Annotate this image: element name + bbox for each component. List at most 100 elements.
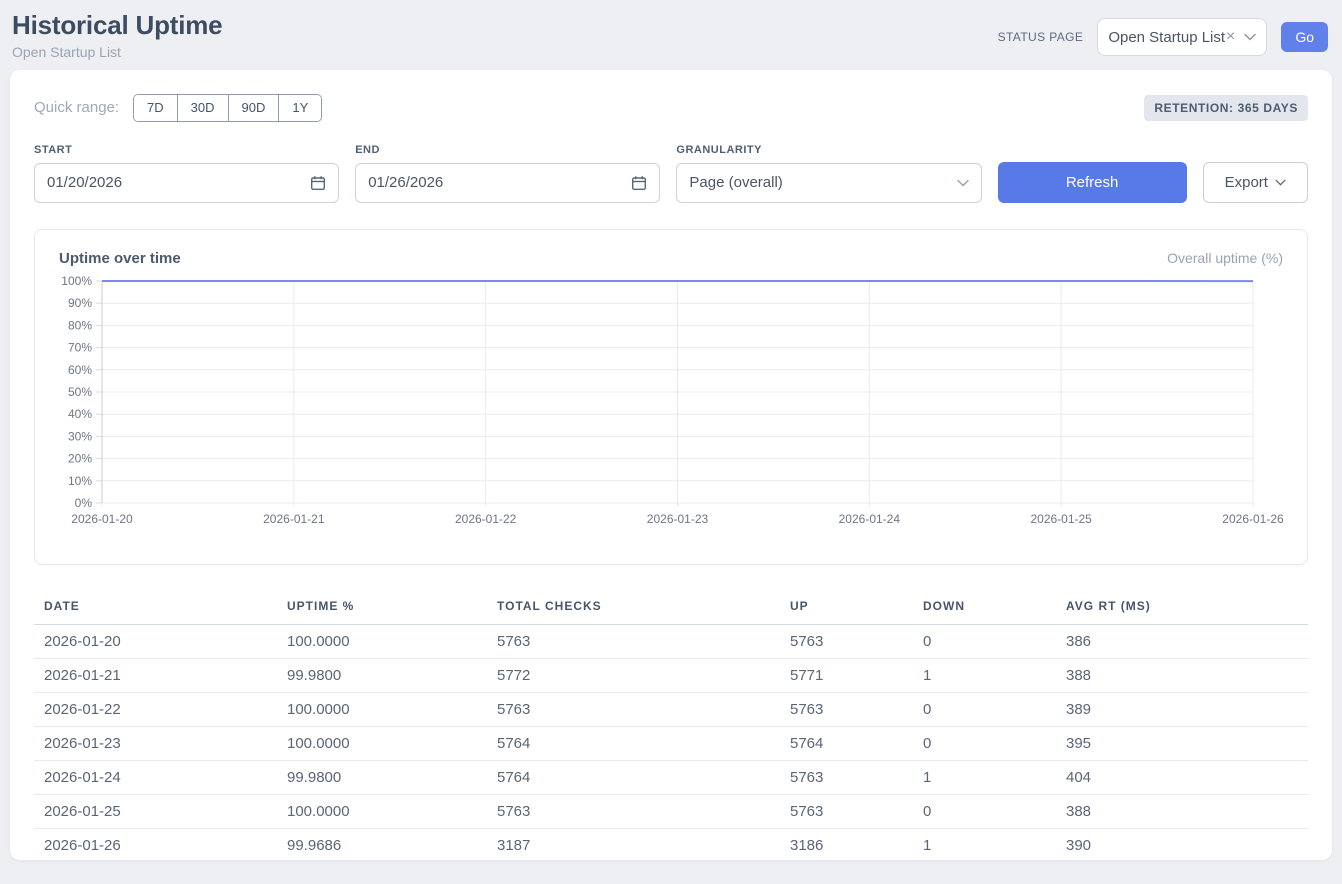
start-date-field: START 01/20/2026 xyxy=(34,143,340,203)
table-cell: 5763 xyxy=(487,624,780,659)
start-label: START xyxy=(34,143,73,156)
table-cell: 5763 xyxy=(780,624,913,659)
status-page-controls: STATUS PAGE Open Startup List × Go xyxy=(998,18,1328,56)
table-cell: 100.0000 xyxy=(277,726,487,761)
svg-text:2026-01-22: 2026-01-22 xyxy=(455,512,517,526)
table-cell: 0 xyxy=(913,624,1056,659)
table-cell: 5763 xyxy=(780,760,913,795)
svg-text:50%: 50% xyxy=(68,385,92,399)
quick-range-group: 7D 30D 90D 1Y xyxy=(133,94,323,122)
table-row: 2026-01-20 100.0000 5763 5763 0 386 xyxy=(34,624,1308,659)
table-cell: 2026-01-26 xyxy=(34,828,277,860)
table-cell: 2026-01-25 xyxy=(34,794,277,829)
status-page-label: STATUS PAGE xyxy=(997,30,1084,44)
table-cell: 395 xyxy=(1056,726,1308,761)
calendar-icon[interactable] xyxy=(310,175,326,191)
quick-range-30d-button[interactable]: 30D xyxy=(176,95,228,121)
svg-text:30%: 30% xyxy=(68,429,92,443)
filter-controls-row: START 01/20/2026 END 01/26/2026 GRANULAR… xyxy=(34,143,1309,203)
table-cell: 389 xyxy=(1056,692,1308,727)
column-header-avg-rt: AVG RT (MS) xyxy=(1056,590,1308,625)
granularity-label: GRANULARITY xyxy=(676,143,762,156)
status-page-select[interactable]: Open Startup List × xyxy=(1097,18,1268,56)
table-cell: 388 xyxy=(1056,658,1308,693)
table-cell: 3186 xyxy=(780,828,913,860)
chart-header: Uptime over time Overall uptime (%) xyxy=(59,250,1283,267)
page-title: Historical Uptime xyxy=(12,10,223,40)
quick-range-1y-button[interactable]: 1Y xyxy=(278,95,322,121)
end-date-field: END 01/26/2026 xyxy=(355,143,661,203)
quick-range-label: Quick range: xyxy=(34,99,120,117)
table-header-row: DATE UPTIME % TOTAL CHECKS UP DOWN AVG R… xyxy=(34,590,1308,625)
svg-text:90%: 90% xyxy=(68,296,92,310)
page-subtitle: Open Startup List xyxy=(12,44,121,60)
table-cell: 1 xyxy=(913,760,1056,795)
table-cell: 5764 xyxy=(487,760,780,795)
quick-range-90d-button[interactable]: 90D xyxy=(227,95,279,121)
refresh-button[interactable]: Refresh xyxy=(997,161,1187,203)
granularity-selected-value: Page (overall) xyxy=(689,174,783,192)
export-button-label: Export xyxy=(1224,173,1268,191)
retention-badge: RETENTION: 365 DAYS xyxy=(1144,94,1308,121)
table-cell: 0 xyxy=(913,794,1056,829)
table-cell: 99.9800 xyxy=(277,760,487,795)
table-cell: 404 xyxy=(1056,760,1308,795)
end-date-value: 01/26/2026 xyxy=(368,174,444,192)
svg-text:20%: 20% xyxy=(68,451,92,465)
table-cell: 390 xyxy=(1056,828,1308,860)
uptime-line-chart: 0% 10% 20% 30% 40% 50% 60% 70% 80% 90% 100% 2026-01… xyxy=(61,274,1284,526)
end-label: END xyxy=(355,143,380,156)
table-cell: 2026-01-20 xyxy=(34,624,277,659)
chevron-down-icon xyxy=(956,179,969,187)
quick-range-7d-button[interactable]: 7D xyxy=(134,95,177,121)
table-cell: 0 xyxy=(913,726,1056,761)
table-cell: 2026-01-22 xyxy=(34,692,277,727)
table-row: 2026-01-24 99.9800 5764 5763 1 404 xyxy=(34,760,1308,795)
granularity-field: GRANULARITY Page (overall) xyxy=(676,143,982,203)
granularity-select[interactable]: Page (overall) xyxy=(676,162,982,203)
chevron-down-icon xyxy=(1244,33,1257,41)
table-cell: 0 xyxy=(913,692,1056,727)
svg-text:70%: 70% xyxy=(68,340,92,354)
table-cell: 5764 xyxy=(780,726,913,761)
table-cell: 2026-01-24 xyxy=(34,760,277,795)
table-row: 2026-01-25 100.0000 5763 5763 0 388 xyxy=(34,794,1308,829)
table-cell: 5763 xyxy=(780,692,913,727)
chart-card: Uptime over time Overall uptime (%) 0% 10… xyxy=(34,228,1308,565)
column-header-total-checks: TOTAL CHECKS xyxy=(487,590,780,625)
uptime-table: DATE UPTIME % TOTAL CHECKS UP DOWN AVG R… xyxy=(34,590,1308,860)
svg-text:10%: 10% xyxy=(68,473,92,487)
end-date-input[interactable]: 01/26/2026 xyxy=(355,162,661,203)
svg-text:2026-01-20: 2026-01-20 xyxy=(71,512,133,526)
column-header-uptime: UPTIME % xyxy=(277,590,487,625)
clear-icon[interactable]: × xyxy=(1226,28,1236,45)
go-button[interactable]: Go xyxy=(1281,22,1328,52)
table-cell: 100.0000 xyxy=(277,624,487,659)
calendar-icon[interactable] xyxy=(631,175,647,191)
svg-text:2026-01-26: 2026-01-26 xyxy=(1222,512,1284,526)
export-button[interactable]: Export xyxy=(1202,161,1309,203)
column-header-down: DOWN xyxy=(913,590,1056,625)
column-header-date: DATE xyxy=(34,590,277,625)
table-cell: 5764 xyxy=(487,726,780,761)
table-row: 2026-01-22 100.0000 5763 5763 0 389 xyxy=(34,692,1308,727)
table-row: 2026-01-23 100.0000 5764 5764 0 395 xyxy=(34,726,1308,761)
table-cell: 100.0000 xyxy=(277,794,487,829)
table-cell: 1 xyxy=(913,828,1056,860)
start-date-input[interactable]: 01/20/2026 xyxy=(34,162,340,203)
table-cell: 5771 xyxy=(780,658,913,693)
table-cell: 5763 xyxy=(487,794,780,829)
table-cell: 100.0000 xyxy=(277,692,487,727)
table-cell: 99.9686 xyxy=(277,828,487,860)
table-cell: 5763 xyxy=(780,794,913,829)
table-cell: 2026-01-23 xyxy=(34,726,277,761)
table-cell: 1 xyxy=(913,658,1056,693)
chart-legend: Overall uptime (%) xyxy=(1167,250,1283,267)
table-cell: 99.9800 xyxy=(277,658,487,693)
table-cell: 3187 xyxy=(487,828,780,860)
svg-text:60%: 60% xyxy=(68,362,92,376)
table-cell: 388 xyxy=(1056,794,1308,829)
chevron-down-icon xyxy=(1275,179,1286,186)
svg-text:100%: 100% xyxy=(61,274,92,288)
start-date-value: 01/20/2026 xyxy=(47,174,123,192)
